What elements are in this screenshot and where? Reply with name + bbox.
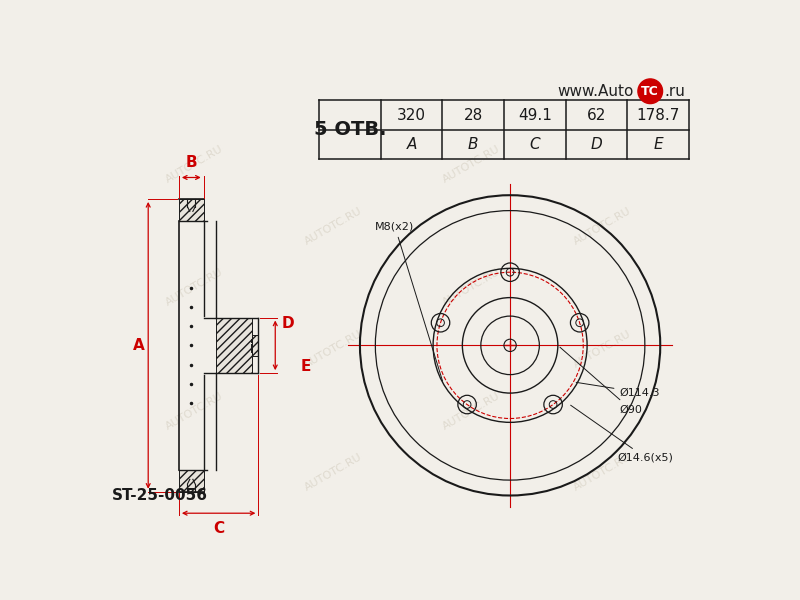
Text: www.Auto: www.Auto — [557, 84, 634, 99]
Text: AUTOTC.RU: AUTOTC.RU — [164, 144, 225, 185]
Text: AUTOTC.RU: AUTOTC.RU — [441, 144, 502, 185]
Text: AUTOTC.RU: AUTOTC.RU — [572, 329, 633, 370]
Text: AUTOTC.RU: AUTOTC.RU — [164, 391, 225, 431]
Text: D: D — [282, 316, 294, 331]
Text: M8(x2): M8(x2) — [375, 222, 442, 381]
Bar — [179, 470, 204, 491]
Text: E: E — [653, 137, 662, 152]
Text: ST-25-0056: ST-25-0056 — [112, 488, 208, 503]
Text: AUTOTC.RU: AUTOTC.RU — [441, 267, 502, 308]
Text: B: B — [468, 137, 478, 152]
Text: A: A — [406, 137, 417, 152]
Text: E: E — [301, 359, 311, 374]
Text: D: D — [590, 137, 602, 152]
Text: Ø114.3: Ø114.3 — [576, 382, 660, 397]
Text: 49.1: 49.1 — [518, 107, 552, 122]
Text: A: A — [133, 338, 145, 353]
Text: TC: TC — [642, 85, 659, 98]
Text: Ø14.6(x5): Ø14.6(x5) — [570, 405, 674, 463]
Text: C: C — [530, 137, 540, 152]
Text: 62: 62 — [586, 107, 606, 122]
Text: AUTOTC.RU: AUTOTC.RU — [572, 206, 633, 247]
Text: AUTOTC.RU: AUTOTC.RU — [302, 206, 363, 247]
Text: .ru: .ru — [664, 84, 685, 99]
Bar — [216, 317, 252, 373]
Text: C: C — [213, 521, 224, 536]
Text: AUTOTC.RU: AUTOTC.RU — [302, 452, 363, 493]
Bar — [252, 335, 258, 356]
Text: Ø90: Ø90 — [560, 347, 642, 415]
Text: AUTOTC.RU: AUTOTC.RU — [302, 329, 363, 370]
Text: 28: 28 — [463, 107, 482, 122]
Text: 5 OTB.: 5 OTB. — [314, 120, 386, 139]
Circle shape — [638, 79, 662, 104]
Bar — [179, 199, 204, 221]
Text: AUTOTC.RU: AUTOTC.RU — [164, 267, 225, 308]
Text: AUTOTC.RU: AUTOTC.RU — [441, 391, 502, 431]
Text: AUTOTC.RU: AUTOTC.RU — [572, 452, 633, 493]
Text: 178.7: 178.7 — [636, 107, 680, 122]
Text: B: B — [186, 155, 197, 170]
Text: 320: 320 — [397, 107, 426, 122]
